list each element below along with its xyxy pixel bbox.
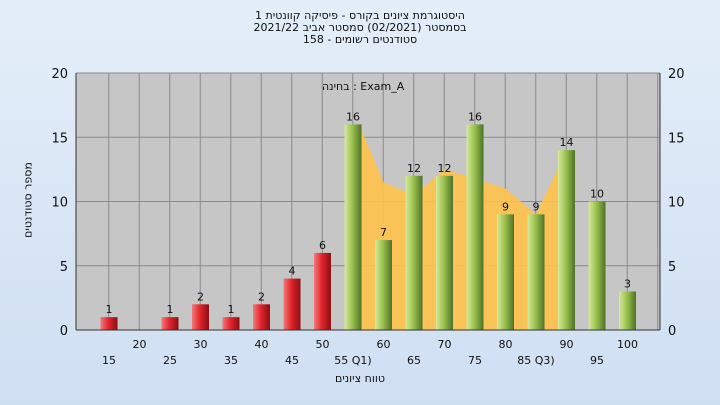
bar-label-15: 1 [106, 303, 113, 316]
x-tick-upper: 30 [194, 338, 208, 351]
bar-label-40: 2 [258, 290, 265, 303]
bar-40 [253, 304, 270, 330]
y-tick-right: 5 [668, 260, 676, 275]
bar-label-65: 12 [407, 162, 421, 175]
x-tick-lower: 75 [468, 354, 482, 367]
exam-label: בחינה : Exam_A [322, 80, 405, 93]
x-tick-lower: 95 [590, 354, 604, 367]
chart-title: היסטוגרמת ציונים בקורס - פיסיקה קוונטית … [255, 9, 465, 22]
bar-70 [436, 175, 453, 330]
x-tick-upper: 70 [438, 338, 452, 351]
bar-label-50: 6 [319, 239, 326, 252]
x-tick-upper: 60 [377, 338, 391, 351]
bar-75 [466, 124, 484, 331]
x-tick-upper: 80 [499, 338, 513, 351]
x-tick-lower: 25 [163, 354, 177, 367]
bar-15 [100, 317, 118, 330]
bar-90 [558, 150, 575, 330]
bar-label-25: 1 [167, 303, 174, 316]
x-tick-lower: 35 [224, 354, 238, 367]
y-tick-left: 20 [51, 67, 68, 82]
bar-label-100: 3 [624, 277, 631, 290]
x-tick-upper: 20 [133, 338, 147, 351]
chart-title-block: היסטוגרמת ציונים בקורס - פיסיקה קוונטית … [0, 10, 720, 46]
x-tick-lower: 55 Q1) [334, 354, 371, 367]
x-tick-lower: 85 Q3) [517, 354, 554, 367]
bar-label-45: 4 [289, 265, 296, 278]
bar-label-85: 9 [533, 200, 540, 213]
bar-label-55: 16 [346, 110, 360, 123]
y-tick-right: 0 [668, 324, 676, 339]
x-tick-upper: 40 [255, 338, 269, 351]
bar-60 [375, 240, 392, 330]
y-tick-left: 0 [60, 324, 68, 339]
bar-label-90: 14 [560, 136, 574, 149]
x-tick-lower: 15 [102, 354, 116, 367]
bar-55 [344, 124, 362, 331]
y-tick-right: 15 [668, 131, 685, 146]
axes: 0 0 5 5 10 10 15 15 20 20 20 30 40 50 60 70 80 90 100 15 25 3… [51, 67, 684, 367]
bar-80 [497, 214, 514, 330]
bar-label-30: 2 [197, 290, 204, 303]
y-tick-left: 5 [60, 260, 68, 275]
y-tick-left: 10 [51, 196, 68, 211]
chart-subtitle-2: סטודנטים רשומים - 158 [302, 33, 418, 46]
bar-45 [283, 278, 301, 330]
bar-label-95: 10 [590, 188, 604, 201]
bar-35 [222, 317, 240, 330]
bar-85 [527, 214, 545, 330]
y-axis-label: מספר סטודנטים [21, 162, 35, 238]
y-tick-left: 15 [51, 131, 68, 146]
x-tick-upper: 100 [617, 338, 638, 351]
bar-label-75: 16 [468, 110, 482, 123]
bar-label-35: 1 [228, 303, 235, 316]
x-tick-upper: 90 [560, 338, 574, 351]
x-axis-label: טווח ציונים [335, 372, 385, 385]
y-tick-right: 10 [668, 196, 685, 211]
x-tick-upper: 50 [316, 338, 330, 351]
bar-30 [192, 304, 209, 330]
x-tick-lower: 45 [285, 354, 299, 367]
bar-label-80: 9 [502, 200, 509, 213]
x-tick-lower: 65 [407, 354, 421, 367]
bar-label-70: 12 [438, 162, 452, 175]
y-tick-right: 20 [668, 67, 685, 82]
bar-100 [619, 291, 636, 330]
chart-subtitle-1: בסמסטר (02/2021) סמסטר אביב 2021/22 [253, 21, 467, 34]
bar-50 [314, 252, 331, 330]
bar-25 [161, 317, 179, 330]
bar-65 [405, 175, 423, 330]
bar-label-60: 7 [380, 226, 387, 239]
bar-95 [588, 201, 606, 330]
